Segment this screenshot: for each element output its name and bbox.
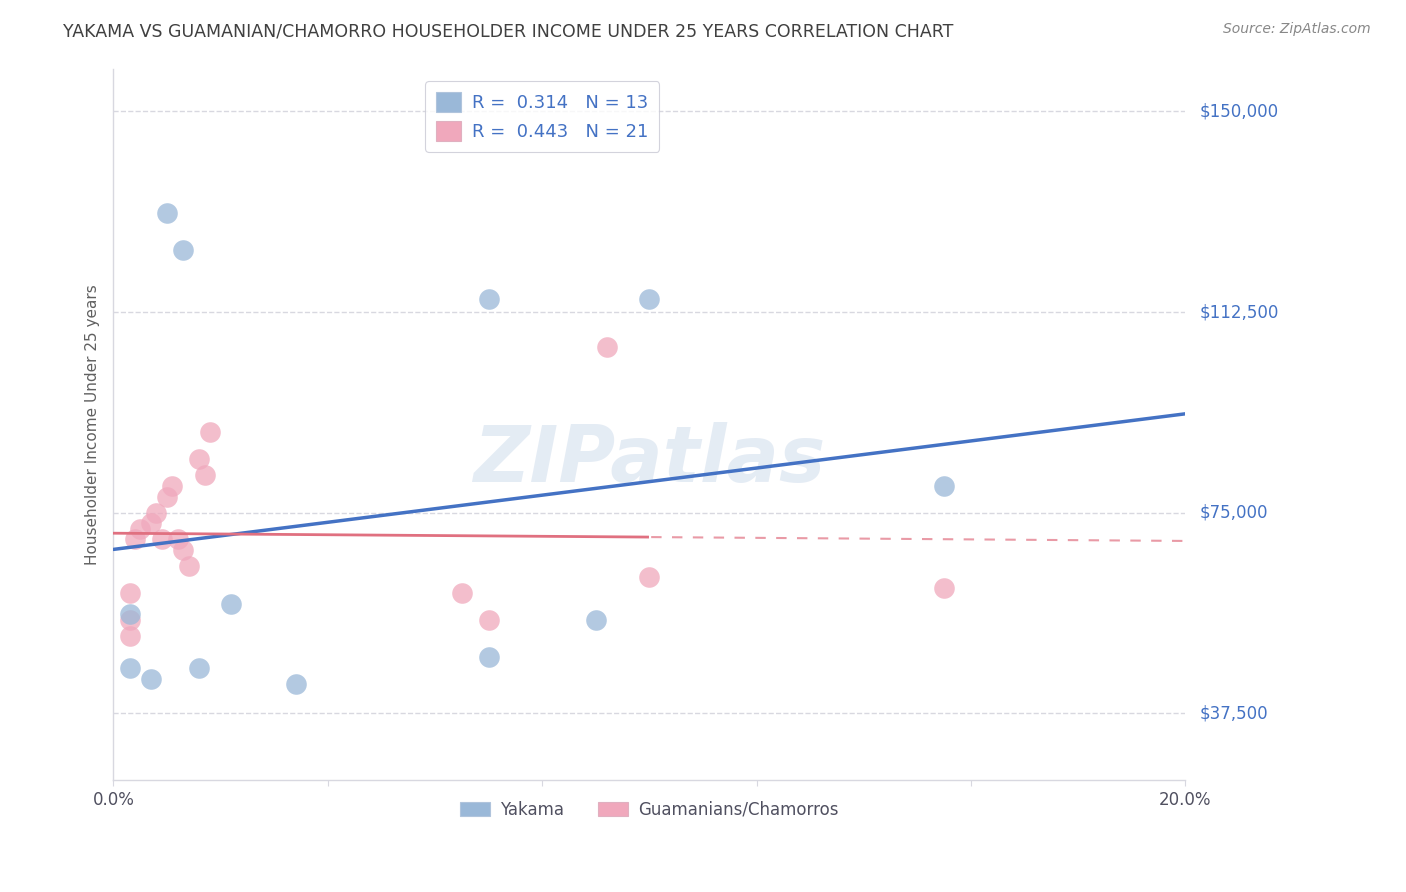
Point xyxy=(188,452,211,467)
Point xyxy=(166,533,188,547)
Point xyxy=(595,340,617,354)
Point xyxy=(198,425,221,440)
Point xyxy=(221,597,243,611)
Point xyxy=(139,672,162,686)
Point xyxy=(177,559,200,574)
Point xyxy=(162,479,184,493)
Point xyxy=(450,586,472,600)
Point xyxy=(139,516,162,531)
Point xyxy=(172,244,194,258)
Point xyxy=(585,613,607,627)
Point xyxy=(118,607,141,622)
Point xyxy=(156,206,179,220)
Y-axis label: Householder Income Under 25 years: Householder Income Under 25 years xyxy=(86,284,100,565)
Point xyxy=(638,570,661,584)
Text: $112,500: $112,500 xyxy=(1199,303,1278,321)
Point xyxy=(478,613,501,627)
Point xyxy=(118,629,141,643)
Point xyxy=(188,661,211,675)
Point xyxy=(638,292,661,306)
Text: $37,500: $37,500 xyxy=(1199,705,1268,723)
Point xyxy=(156,490,179,504)
Text: $75,000: $75,000 xyxy=(1199,504,1268,522)
Point xyxy=(129,522,152,536)
Point xyxy=(478,292,501,306)
Point xyxy=(118,661,141,675)
Point xyxy=(150,533,173,547)
Text: YAKAMA VS GUAMANIAN/CHAMORRO HOUSEHOLDER INCOME UNDER 25 YEARS CORRELATION CHART: YAKAMA VS GUAMANIAN/CHAMORRO HOUSEHOLDER… xyxy=(63,22,953,40)
Text: Source: ZipAtlas.com: Source: ZipAtlas.com xyxy=(1223,22,1371,37)
Point xyxy=(284,677,307,691)
Point xyxy=(194,468,217,483)
Point xyxy=(932,479,955,493)
Point xyxy=(478,650,501,665)
Legend: Yakama, Guamanians/Chamorros: Yakama, Guamanians/Chamorros xyxy=(454,794,845,825)
Point xyxy=(932,581,955,595)
Point xyxy=(172,543,194,558)
Text: $150,000: $150,000 xyxy=(1199,103,1278,120)
Point xyxy=(145,506,167,520)
Text: ZIPatlas: ZIPatlas xyxy=(474,422,825,498)
Point xyxy=(118,586,141,600)
Point xyxy=(118,613,141,627)
Point xyxy=(124,533,146,547)
